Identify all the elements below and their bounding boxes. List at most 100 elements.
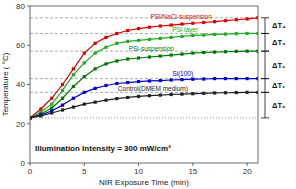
series-marker: [180, 35, 183, 38]
x-tick-label: 10: [134, 167, 143, 176]
series-marker: [191, 92, 194, 95]
y-tick-label: 40: [16, 80, 25, 89]
series-label: PSi/NaCl-suspension: [150, 13, 212, 21]
series-marker: [115, 32, 118, 35]
series-marker: [191, 34, 194, 37]
series-marker: [137, 39, 140, 42]
series-marker: [213, 51, 216, 54]
series-marker: [180, 52, 183, 55]
series-marker: [94, 101, 97, 104]
bracket-bar: [265, 51, 266, 78]
series-marker: [39, 114, 42, 117]
x-tick-label: 20: [243, 167, 252, 176]
series-marker: [83, 61, 86, 64]
series-marker: [83, 75, 86, 78]
series-marker: [170, 36, 173, 39]
series-marker: [115, 97, 118, 100]
series-marker: [191, 78, 194, 81]
series-marker: [224, 19, 227, 22]
series-marker: [246, 17, 249, 20]
x-tick: [247, 163, 248, 166]
series-marker: [104, 46, 107, 49]
plot-frame: [30, 6, 258, 163]
series-marker: [170, 93, 173, 96]
x-tick: [84, 163, 85, 166]
bracket-bar: [265, 79, 266, 93]
y-tick-label: 0: [21, 159, 26, 168]
series-marker: [246, 50, 249, 53]
series-marker: [148, 55, 151, 58]
series-marker: [202, 77, 205, 80]
series-marker: [61, 104, 64, 107]
bracket-bar: [265, 92, 266, 118]
series-marker: [202, 33, 205, 36]
series-marker: [72, 97, 75, 100]
series-line: [30, 92, 258, 118]
series-marker: [50, 111, 53, 114]
series-marker: [159, 37, 162, 40]
series-marker: [83, 91, 86, 94]
y-tick: [27, 84, 30, 85]
series-marker: [72, 67, 75, 70]
series-marker: [246, 91, 249, 94]
x-tick: [138, 163, 139, 166]
chart: 02040608005101520NIR Exposure Time (min)…: [0, 0, 296, 189]
series-marker: [148, 26, 151, 29]
title: Illumination Intensity = 300 mW/cm²: [35, 144, 171, 153]
series-line: [30, 18, 258, 118]
series-marker: [213, 33, 216, 36]
y-axis-label: Temperature ( °C): [1, 52, 10, 116]
delta-label: ΔT₁: [272, 81, 285, 90]
bracket-bar: [265, 33, 266, 51]
y-tick-label: 60: [16, 41, 25, 50]
delta-label: ΔT₃: [272, 38, 286, 47]
series-marker: [235, 50, 238, 53]
plot-area: [30, 16, 258, 119]
x-axis-label: NIR Exposure Time (min): [99, 178, 189, 187]
series-line: [30, 79, 258, 118]
series-marker: [39, 113, 42, 116]
series-marker: [83, 52, 86, 55]
y-tick-label: 80: [16, 2, 25, 11]
series-marker: [202, 21, 205, 24]
series-marker: [159, 79, 162, 82]
y-tick: [27, 123, 30, 124]
delta-label: ΔT₄: [272, 21, 286, 30]
series-marker: [137, 27, 140, 30]
delta-label: ΔT₀: [272, 101, 285, 110]
series-marker: [39, 107, 42, 110]
series-marker: [137, 95, 140, 98]
bracket-bar: [265, 18, 266, 34]
series-marker: [104, 62, 107, 65]
series-line: [30, 33, 258, 117]
series-marker: [104, 84, 107, 87]
series-marker: [202, 92, 205, 95]
series-marker: [94, 52, 97, 55]
series-marker: [50, 106, 53, 109]
x-tick-label: 15: [188, 167, 197, 176]
series-marker: [159, 24, 162, 27]
series-marker: [126, 57, 129, 60]
x-tick: [30, 163, 31, 166]
series-marker: [213, 91, 216, 94]
level-line: [30, 17, 258, 18]
series-marker: [61, 108, 64, 111]
series-marker: [170, 78, 173, 81]
series-marker: [50, 97, 53, 100]
series-marker: [180, 93, 183, 96]
series-marker: [235, 77, 238, 80]
series-marker: [170, 53, 173, 56]
series-marker: [235, 91, 238, 94]
series-label: Si(100): [172, 70, 193, 78]
series-marker: [104, 99, 107, 102]
series-marker: [213, 20, 216, 23]
series-marker: [202, 51, 205, 54]
series-marker: [224, 77, 227, 80]
series-marker: [126, 29, 129, 32]
series-marker: [94, 67, 97, 70]
series-marker: [72, 85, 75, 88]
series-marker: [115, 59, 118, 62]
series-marker: [180, 78, 183, 81]
series-marker: [61, 83, 64, 86]
x-tick-label: 0: [28, 167, 33, 176]
